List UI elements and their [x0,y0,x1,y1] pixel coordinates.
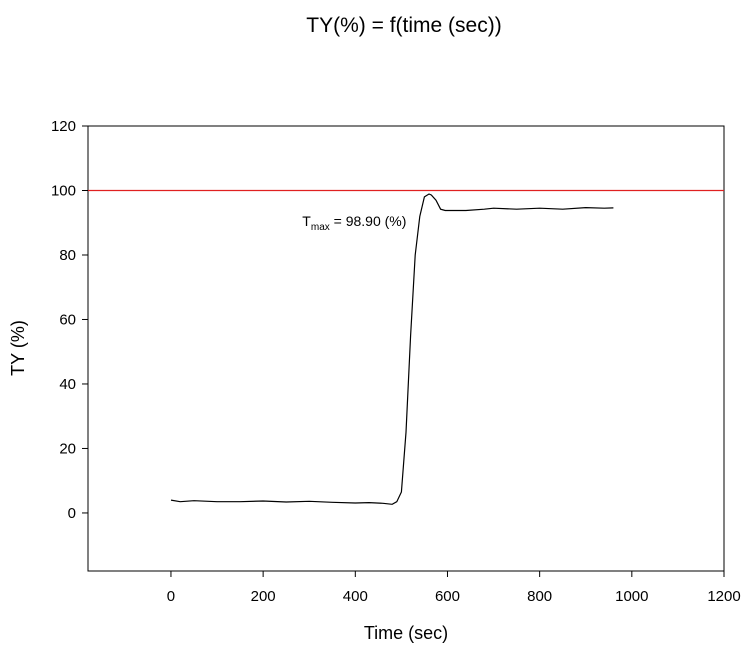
x-tick-label: 600 [435,588,460,605]
x-tick-label: 400 [343,588,368,605]
x-axis-label: Time (sec) [364,623,448,643]
y-tick-label: 80 [59,247,76,264]
x-tick-label: 800 [527,588,552,605]
x-tick-label: 0 [167,588,175,605]
y-tick-label: 100 [51,182,76,199]
series-line [170,193,614,505]
y-tick-label: 60 [59,311,76,328]
plot-frame [87,125,725,572]
chart-title: TY(%) = f(time (sec)) [306,14,501,37]
tmax-annotation: Tmax = 98.90 (%) [302,213,406,233]
y-axis-label: TY (%) [8,320,28,376]
y-tick-label: 0 [68,505,76,522]
y-tick-label: 40 [59,376,76,393]
x-tick-label: 200 [251,588,276,605]
y-tick-label: 20 [59,440,76,457]
y-tick-label: 120 [51,118,76,135]
x-tick-label: 1000 [615,588,648,605]
x-tick-label: 1200 [707,588,740,605]
